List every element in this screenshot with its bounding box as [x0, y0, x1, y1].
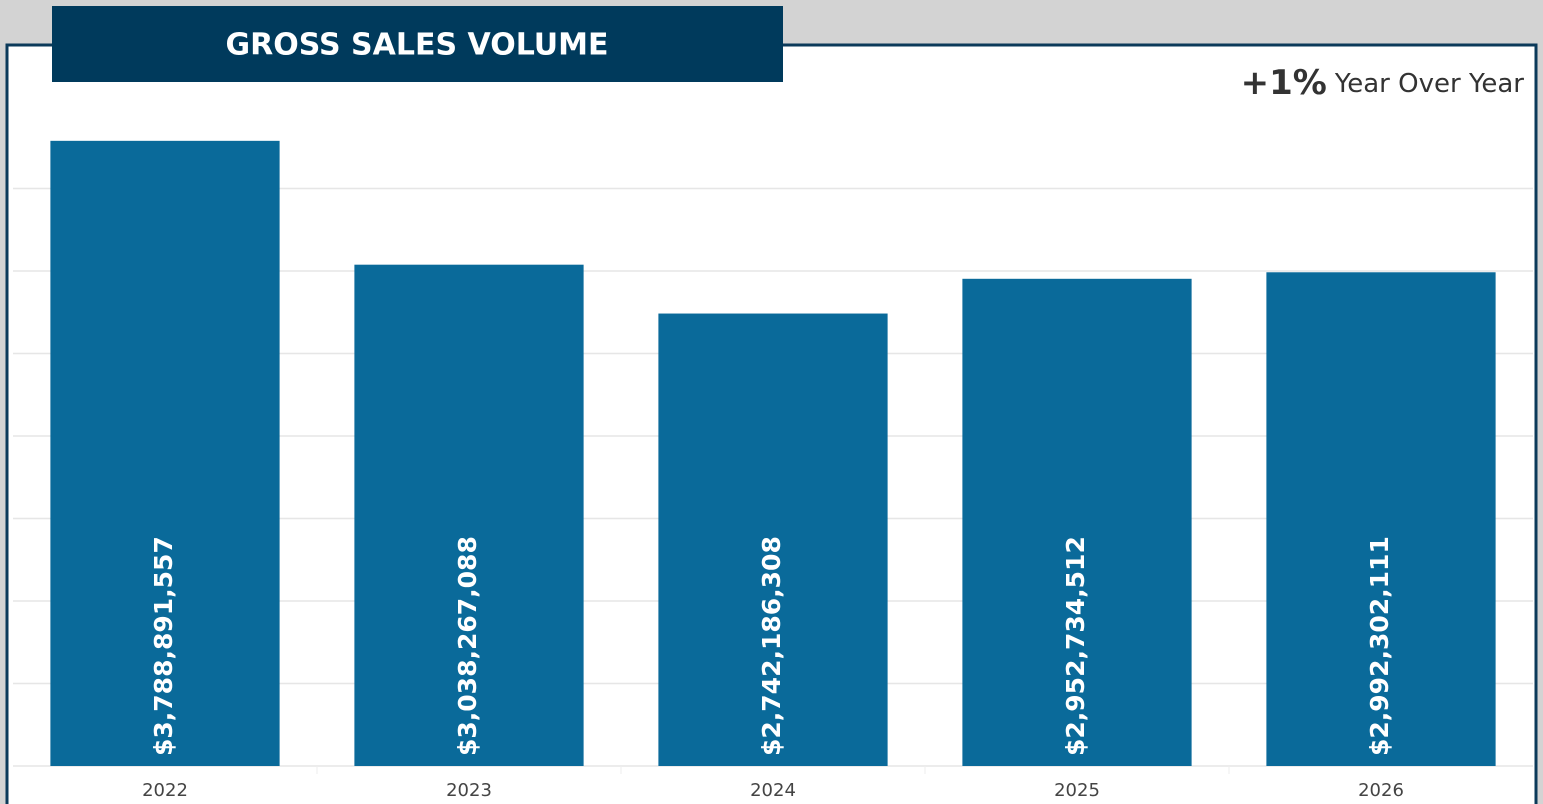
- value-label: $3,788,891,557: [149, 536, 178, 756]
- chart-title: GROSS SALES VOLUME: [226, 28, 609, 63]
- title-box: [52, 6, 783, 82]
- bar: [1266, 272, 1496, 766]
- bar: [658, 313, 888, 766]
- bar: [50, 140, 280, 766]
- bar: [354, 264, 584, 766]
- yoy-change: +1%: [1241, 63, 1327, 103]
- value-label: $2,742,186,308: [757, 536, 786, 756]
- value-label: $2,952,734,512: [1061, 536, 1090, 756]
- x-tick-label: 2023: [446, 780, 492, 801]
- x-tick-label: 2024: [750, 780, 796, 801]
- value-label: $2,992,302,111: [1365, 536, 1394, 756]
- annotation: +1% Year Over Year: [1241, 63, 1525, 103]
- bar: [962, 278, 1192, 766]
- x-tick-label: 2026: [1358, 780, 1404, 801]
- yoy-label: Year Over Year: [1334, 69, 1524, 99]
- value-label: $3,038,267,088: [453, 536, 482, 756]
- x-tick-label: 2022: [142, 780, 188, 801]
- x-tick-label: 2025: [1054, 780, 1100, 801]
